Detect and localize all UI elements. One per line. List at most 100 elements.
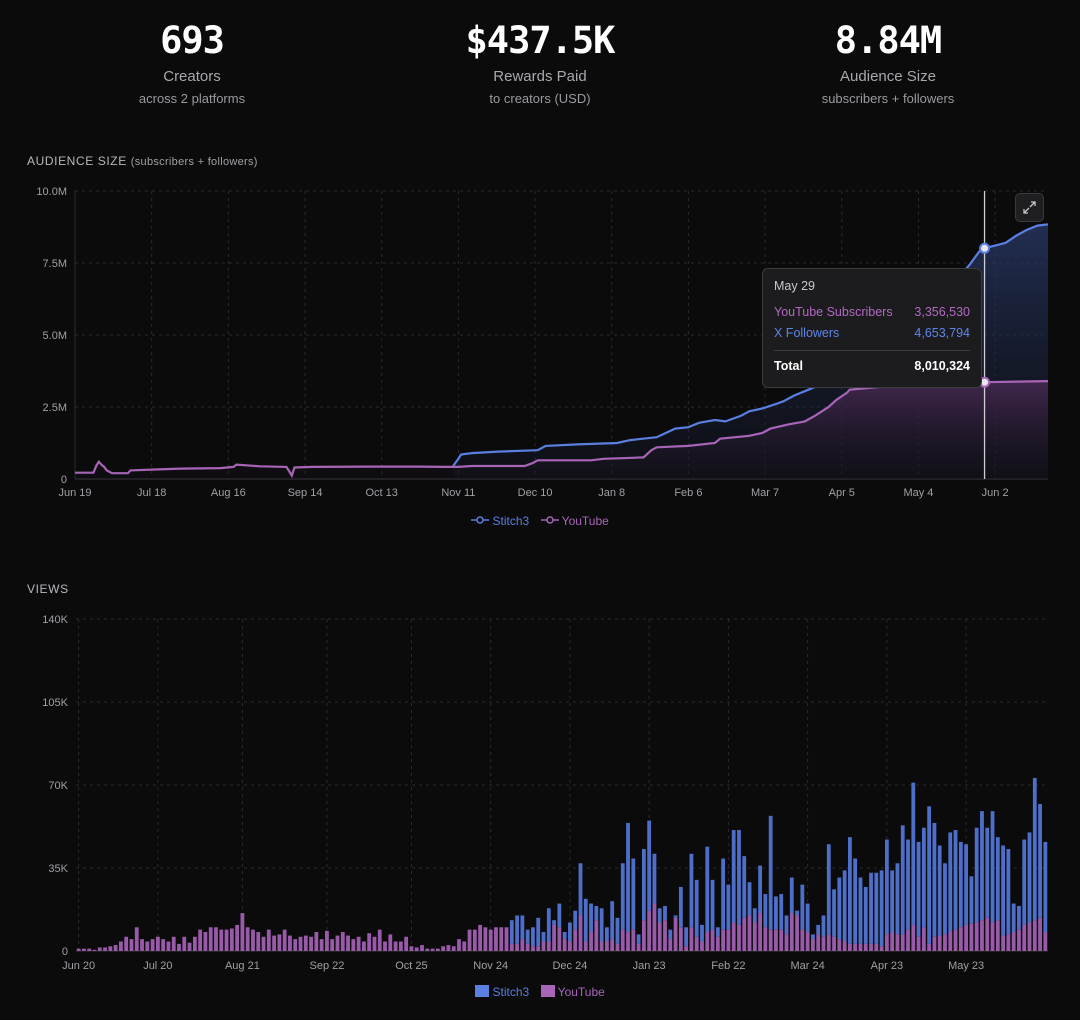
square-swatch-icon [540, 985, 555, 997]
bar-youtube [325, 930, 329, 951]
bar-youtube [763, 927, 768, 951]
bar-youtube [245, 927, 250, 951]
bar-youtube [668, 939, 673, 951]
stat-creators: 693 Creators across 2 platforms [42, 18, 342, 106]
bar-youtube [425, 948, 430, 951]
bar-youtube [251, 929, 255, 951]
bar-youtube [821, 936, 826, 951]
tooltip-value: 3,356,530 [914, 305, 970, 319]
audience-chart[interactable]: 0 2.5M 5.0M 7.5M 10.0M Jun 19 Jul 18 Aug 16 Sep … [0, 0, 1080, 510]
legend-item-youtube[interactable]: YouTube [540, 514, 609, 528]
bar-youtube [288, 935, 292, 951]
legend-item-stitch3[interactable]: Stitch3 [471, 514, 529, 528]
bar-stitch3 [932, 822, 937, 937]
stat-label: Creators [163, 68, 221, 85]
bar-youtube [916, 936, 921, 951]
bar-stitch3 [752, 908, 757, 923]
bar-stitch3 [615, 917, 620, 944]
bar-youtube [335, 935, 340, 951]
bar-stitch3 [678, 886, 683, 928]
bar-youtube [256, 932, 261, 951]
bar-youtube [974, 922, 979, 951]
bar-stitch3 [811, 934, 815, 940]
bar-youtube [615, 943, 620, 951]
x-tick-label: May 4 [903, 487, 933, 499]
bar-youtube [235, 924, 240, 951]
legend-item-stitch3[interactable]: Stitch3 [475, 985, 529, 999]
bar-youtube [430, 948, 435, 951]
bar-youtube [583, 941, 588, 951]
bar-stitch3 [509, 920, 514, 944]
bar-youtube [435, 948, 440, 951]
x-tick-label: Jul 20 [143, 960, 172, 972]
bar-youtube [303, 935, 308, 951]
tooltip-label: X Followers [774, 326, 840, 340]
bar-youtube [557, 927, 562, 951]
bar-youtube [768, 929, 773, 951]
bar-youtube [969, 923, 974, 951]
legend-item-youtube[interactable]: YouTube [540, 985, 605, 999]
bar-stitch3 [626, 822, 630, 933]
bar-stitch3 [1006, 849, 1011, 935]
bar-youtube [187, 942, 192, 951]
bar-stitch3 [652, 853, 657, 904]
bar-youtube [641, 920, 646, 951]
bar-youtube [848, 943, 852, 951]
bar-stitch3 [731, 830, 736, 923]
bar-stitch3 [858, 877, 863, 944]
tooltip-divider [774, 350, 970, 351]
bar-youtube [647, 910, 652, 951]
y-tick-label: 0 [61, 474, 67, 486]
x-tick-label: Jun 19 [58, 487, 91, 499]
bar-youtube [694, 936, 699, 951]
x-tick-label: May 23 [948, 960, 984, 972]
bar-stitch3 [826, 844, 831, 935]
bar-stitch3 [1043, 841, 1048, 933]
bar-youtube [119, 941, 123, 951]
bar-stitch3 [842, 870, 847, 942]
bar-youtube [134, 927, 139, 951]
bar-stitch3 [710, 879, 715, 930]
bar-youtube [921, 927, 926, 951]
bar-stitch3 [937, 845, 942, 936]
bar-youtube [721, 929, 726, 951]
bar-stitch3 [863, 886, 868, 944]
y-tick-label: 70K [48, 780, 68, 792]
bar-youtube [82, 948, 86, 951]
tooltip-row-youtube: YouTube Subscribers 3,356,530 [774, 305, 970, 319]
bar-youtube [805, 932, 810, 951]
bar-youtube [76, 948, 81, 951]
bar-youtube [219, 929, 224, 951]
stat-label: Rewards Paid [493, 68, 587, 85]
legend-label: YouTube [561, 514, 609, 528]
y-tick-label: 0 [62, 946, 68, 958]
bar-stitch3 [700, 924, 704, 942]
bar-stitch3 [921, 827, 926, 928]
x-tick-label: Jul 18 [137, 487, 166, 499]
bar-youtube [943, 934, 947, 951]
bar-youtube [198, 929, 203, 951]
bar-stitch3 [673, 915, 678, 918]
legend-label: Stitch3 [492, 985, 530, 999]
bar-stitch3 [599, 908, 604, 942]
bar-youtube [589, 932, 593, 951]
x-tick-label: Sep 22 [309, 960, 344, 972]
bar-stitch3 [631, 858, 636, 930]
bar-youtube [884, 934, 889, 951]
bar-stitch3 [985, 827, 990, 918]
bar-youtube [541, 941, 546, 951]
bar-stitch3 [958, 841, 963, 928]
bar-youtube [404, 936, 409, 951]
bar-youtube [155, 936, 160, 951]
bar-stitch3 [1027, 832, 1032, 923]
bar-stitch3 [636, 934, 641, 944]
stitch3-cursor-point [979, 242, 991, 254]
audience-tooltip: May 29 YouTube Subscribers 3,356,530 X F… [762, 268, 982, 388]
bar-youtube [1017, 929, 1021, 951]
bar-youtube [208, 927, 213, 951]
bar-youtube [657, 922, 662, 951]
bar-youtube [980, 920, 984, 951]
bar-youtube [927, 943, 932, 951]
expand-button[interactable] [1015, 193, 1044, 222]
bar-youtube [1006, 934, 1011, 951]
